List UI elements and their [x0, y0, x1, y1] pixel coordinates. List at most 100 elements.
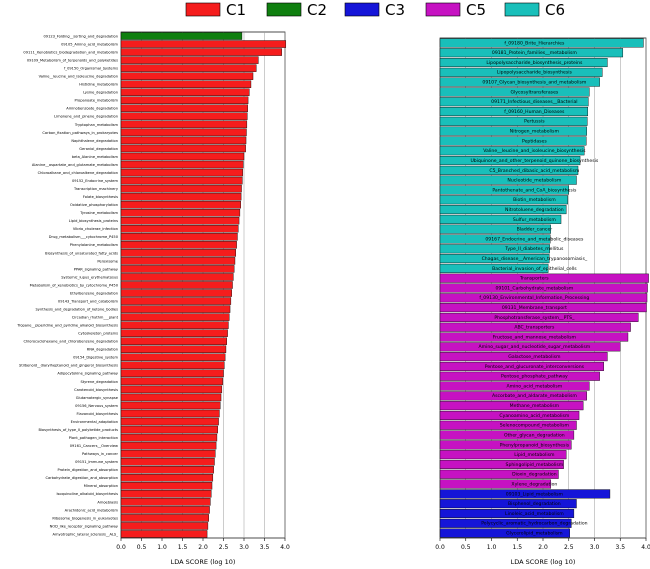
bar-c1: [120, 305, 231, 313]
bar-c1: [120, 522, 209, 530]
bar-label: Lipopolysaccharide_biosynthesis_proteins: [486, 60, 583, 66]
bar-c1: [120, 112, 248, 121]
bar-label: Amyotrophic_lateral_sclerosis__ALS_: [53, 532, 119, 536]
bar-c1: [120, 465, 214, 474]
legend-item-c2: C2: [266, 1, 327, 19]
legend-label: C1: [226, 1, 246, 19]
legend-item-c1: C1: [185, 1, 246, 19]
bar-label: Lipid_biosynthesis_proteins: [69, 219, 118, 223]
bar-c1: [120, 184, 242, 193]
bar-c1: [120, 192, 242, 201]
bar-label: Nitrogen_metabolism: [510, 129, 560, 135]
bar-c6: [439, 146, 585, 156]
x-tick-label: 0.5: [461, 544, 471, 551]
bar-label: Nitrotoluene_degradation: [505, 207, 564, 213]
bar-c3: [439, 489, 611, 499]
bar-c1: [120, 433, 218, 442]
bar-c5: [439, 420, 577, 430]
bar-c5: [439, 342, 621, 352]
legend-label: C2: [307, 1, 327, 19]
bar-c1: [120, 409, 220, 418]
bar-c6: [439, 185, 569, 195]
x-tick-label: 4.0: [280, 544, 290, 551]
bar-label: Pathways_in_cancer: [82, 452, 119, 456]
bar-label: 09171_Infectious_diseases__Bacterial: [491, 99, 577, 105]
legend-swatch: [185, 2, 221, 17]
bar-label: Biosynthesis_of_unsaturated_fatty_acids: [45, 251, 118, 255]
bar-c1: [120, 128, 247, 137]
bar-c1: [120, 417, 219, 426]
legend-swatch: [344, 2, 380, 17]
bar-label: Flavonoid_biosynthesis: [76, 412, 118, 416]
bar-c3: [439, 518, 572, 528]
bar-c1: [120, 217, 240, 225]
x-tick-label: 3.0: [590, 544, 600, 551]
bar-label: Ethylbenzene_degradation: [70, 291, 118, 295]
bar-c6: [439, 38, 644, 48]
legend-label: C5: [466, 1, 486, 19]
bar-c6: [439, 234, 551, 244]
bar-label: f_09130_Environmental_Information_Proces…: [479, 295, 589, 301]
bar-label: 09154_Digestive_system: [73, 356, 118, 360]
bar-c5: [439, 312, 639, 322]
bar-label: Carbon_fixation_pathways_in_prokaryotes: [42, 131, 118, 135]
legend-item-c3: C3: [344, 1, 405, 19]
x-tick-label: 2.0: [538, 544, 548, 551]
bar-c1: [120, 474, 214, 482]
bar-label: Metabolism_of_xenobiotics_by_cytochrome_…: [30, 283, 119, 287]
bar-label: Protein_digestion_and_absorption: [58, 468, 118, 472]
bar-c3: [439, 508, 575, 519]
bar-c1: [120, 393, 222, 402]
bar-label: Tropane__piperidine_and_pyridine_alkaloi…: [16, 324, 118, 328]
bar-label: Chloroalkane_and_chloroalkene_degradatio…: [38, 171, 118, 175]
bar-c1: [120, 530, 208, 538]
bar-c5: [439, 303, 647, 313]
bar-c1: [120, 289, 232, 297]
x-tick-label: 2.5: [219, 544, 229, 551]
bar-label: Sphingolipid_metabolism: [506, 462, 564, 468]
bar-c3: [439, 499, 577, 509]
bar-label: 09156_Nervous_system: [75, 404, 118, 408]
bar-label: Ascorbate_and_aldarate_metabolism: [492, 393, 577, 399]
bar-c1: [120, 56, 259, 64]
bar-label: Stilbenoid__diarylheptanoid_and_gingerol…: [19, 364, 118, 368]
bar-c1: [120, 337, 227, 345]
bar-label: 09111_Xenobiotics_biodegradation_and_met…: [23, 50, 118, 54]
bar-label: Aminobenzoate_degradation: [66, 107, 118, 111]
bar-label: Bacterial_invasion_of_epithelial_cells: [492, 266, 577, 272]
bar-label: Linoleic_acid_metabolism: [505, 511, 564, 517]
bar-label: Oxidative_phosphorylation: [70, 203, 118, 207]
bar-c1: [120, 514, 209, 522]
bar-c1: [120, 449, 216, 458]
bar-c5: [439, 352, 608, 362]
bar-c5: [439, 371, 600, 381]
bar-c1: [120, 273, 234, 281]
bar-label: Dioxin_degradation: [512, 472, 557, 478]
bar-c6: [439, 165, 579, 175]
bar-label: 09181_Protein_families__metabolism: [492, 50, 577, 56]
bar-label: f_09150_Organismal_Systems: [64, 67, 118, 71]
bar-label: Tryptophan_metabolism: [74, 123, 119, 127]
legend-item-c5: C5: [425, 1, 486, 19]
bar-c1: [120, 64, 257, 72]
bar-c1: [120, 265, 235, 273]
bar-c6: [439, 67, 603, 77]
bar-c1: [120, 241, 237, 249]
bar-label: Ubiquinone_and_other_terpenoid_quinone_b…: [470, 158, 598, 164]
bar-c1: [120, 160, 244, 169]
bar-c1: [120, 144, 246, 153]
bar-c1: [120, 401, 221, 410]
bar-label: Folate_biosynthesis: [83, 195, 118, 199]
bar-c1: [120, 329, 228, 337]
bar-c1: [120, 498, 211, 506]
legend-swatch: [266, 2, 302, 17]
bar-label: 09101_Carbohydrate_metabolism: [495, 285, 573, 291]
bar-label: Pentose_phosphate_pathway: [501, 374, 568, 380]
bar-label: Polycyclic_aromatic_hydrocarbon_degradat…: [481, 521, 587, 527]
bar-label: PPAR_signaling_pathway: [74, 267, 119, 271]
bar-label: Synthesis_and_degradation_of_ketone_bodi…: [36, 307, 119, 311]
bar-label: Vibrio_cholerae_infection: [73, 227, 118, 231]
bar-label: Pantothenate_and_CoA_biosynthesis: [492, 187, 577, 193]
bar-label: Glutamatergic_synapse: [76, 396, 119, 400]
